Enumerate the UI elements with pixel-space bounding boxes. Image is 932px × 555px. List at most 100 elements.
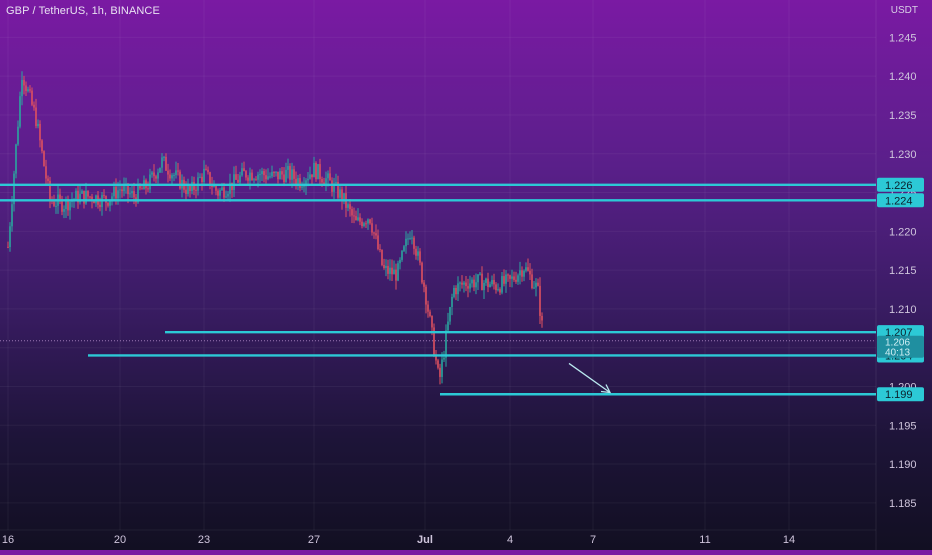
candle-body — [79, 193, 81, 203]
candle-body — [245, 171, 247, 178]
candle-body — [87, 190, 89, 197]
time-tick-label: 14 — [783, 534, 795, 546]
candle-body — [321, 178, 323, 183]
candle-body — [61, 198, 63, 212]
projection-arrow[interactable] — [568, 362, 612, 394]
candle-body — [231, 182, 233, 191]
candle-body — [279, 171, 281, 180]
candle-body — [215, 185, 217, 191]
candle-body — [93, 201, 95, 204]
candle-body — [119, 189, 121, 191]
candle-body — [509, 275, 511, 279]
candle-body — [223, 187, 225, 198]
candle-body — [305, 180, 307, 187]
candle-body — [117, 190, 119, 199]
candle-body — [81, 190, 83, 194]
candle-body — [177, 170, 179, 172]
candle-body — [357, 217, 359, 221]
current-price-badge-bg — [877, 335, 924, 358]
candle-body — [37, 123, 39, 127]
candle-body — [255, 179, 257, 181]
candle-body — [265, 175, 267, 180]
candles — [7, 71, 543, 385]
candle-body — [511, 276, 513, 279]
time-tick-label: 23 — [198, 534, 210, 546]
candle-body — [239, 175, 241, 183]
candle-body — [425, 286, 427, 305]
time-axis[interactable]: 16 20 23 27 Jul 4 7 11 14 — [0, 529, 876, 546]
candle-body — [369, 219, 371, 224]
candle-body — [541, 315, 543, 321]
candle-body — [419, 251, 421, 263]
candle-body — [85, 190, 87, 204]
candle-body — [55, 205, 57, 207]
candle-body — [153, 172, 155, 177]
candle-body — [479, 273, 481, 275]
candle-body — [175, 170, 177, 175]
candle-body — [67, 199, 69, 211]
price-badge-1.224-bg — [877, 193, 924, 208]
arrow-shaft[interactable] — [568, 362, 611, 394]
candle-body — [361, 221, 363, 227]
candle-body — [393, 269, 395, 275]
candle-body — [27, 89, 29, 91]
candle-body — [339, 189, 341, 198]
candle-body — [371, 223, 373, 233]
candle-body — [483, 282, 485, 291]
price-tick-label: 1.245 — [889, 32, 917, 44]
candle-body — [381, 249, 383, 266]
level-lines[interactable] — [0, 183, 876, 396]
candle-body — [191, 181, 193, 192]
price-axis[interactable]: 1.2451.2401.2351.2301.2251.2201.2151.210… — [875, 0, 917, 550]
current-price-badge: 1.206 — [885, 338, 910, 349]
price-tick-label: 1.215 — [889, 265, 917, 277]
candle-body — [169, 174, 171, 179]
candle-body — [65, 199, 67, 210]
arrow-head[interactable] — [600, 384, 612, 394]
candle-body — [407, 238, 409, 240]
candle-body — [465, 282, 467, 287]
candle-body — [297, 178, 299, 185]
candle-body — [315, 162, 317, 180]
candle-body — [403, 246, 405, 251]
candle-body — [19, 96, 21, 127]
candle-body — [225, 196, 227, 198]
candle-body — [269, 176, 271, 178]
candle-body — [161, 157, 163, 168]
candle-body — [365, 223, 367, 225]
candle-body — [179, 171, 181, 189]
time-tick-label: Jul — [417, 534, 433, 546]
candle-body — [15, 144, 17, 174]
candle-body — [25, 85, 27, 91]
candle-body — [115, 186, 117, 199]
candle-body — [537, 282, 539, 286]
candle-body — [99, 204, 101, 208]
price-badge-1.207-bg — [877, 325, 924, 340]
candle-body — [13, 173, 15, 205]
candle-body — [497, 289, 499, 291]
price-badge-1.224: 1.224 — [885, 195, 913, 207]
candle-body — [411, 237, 413, 239]
candle-body — [45, 166, 47, 179]
candle-body — [327, 173, 329, 179]
candle-body — [77, 190, 79, 203]
candle-body — [463, 282, 465, 285]
candle-body — [229, 182, 231, 194]
price-tick-label: 1.235 — [889, 110, 917, 122]
candle-body — [405, 238, 407, 247]
candle-body — [383, 265, 385, 268]
candle-body — [159, 167, 161, 173]
candle-body — [389, 267, 391, 274]
candle-body — [489, 284, 491, 288]
candle-body — [75, 190, 77, 200]
candle-body — [437, 360, 439, 368]
candle-body — [415, 248, 417, 256]
candle-body — [173, 174, 175, 176]
candle-body — [207, 169, 209, 173]
candle-body — [151, 172, 153, 175]
candle-body — [421, 262, 423, 283]
candle-body — [157, 172, 159, 179]
candle-body — [533, 287, 535, 289]
